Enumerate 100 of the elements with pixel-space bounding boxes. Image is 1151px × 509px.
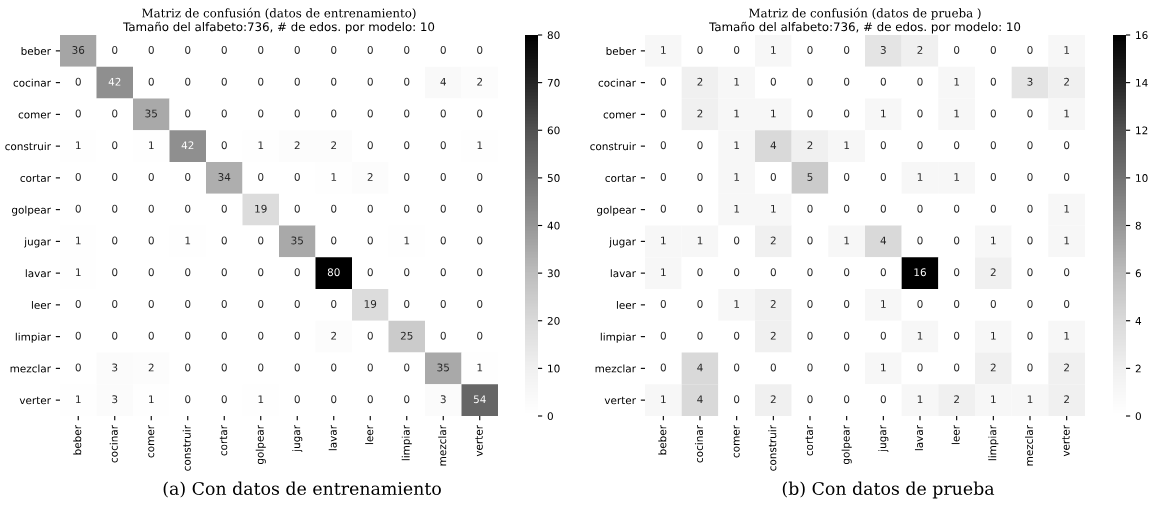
data-label: 1 bbox=[661, 236, 666, 245]
data-label: 0 bbox=[954, 331, 960, 340]
y-tick-label: golpear bbox=[596, 205, 636, 216]
x-tick-label: beber bbox=[658, 425, 667, 455]
color-bar-label: 80 bbox=[547, 31, 560, 40]
y-tick-label: beber bbox=[21, 46, 51, 55]
data-label: 1 bbox=[954, 77, 960, 86]
data-label: 0 bbox=[185, 204, 191, 213]
data-label: 0 bbox=[367, 236, 373, 245]
data-label: 0 bbox=[258, 236, 264, 245]
data-label: 0 bbox=[148, 268, 154, 277]
data-label: 0 bbox=[1027, 363, 1033, 372]
y-tick-label: leer bbox=[616, 300, 636, 309]
data-label: 0 bbox=[477, 331, 483, 340]
y-tick-label: jugar bbox=[24, 237, 51, 248]
data-label: 0 bbox=[148, 204, 154, 213]
data-label: 54 bbox=[473, 395, 486, 404]
data-label: 0 bbox=[734, 268, 740, 277]
data-label: 0 bbox=[807, 300, 813, 308]
data-label: 0 bbox=[112, 141, 118, 150]
data-label: 0 bbox=[734, 395, 740, 404]
data-label: 1 bbox=[954, 173, 960, 181]
data-label: 2 bbox=[954, 395, 959, 403]
data-label: 4 bbox=[880, 236, 887, 245]
data-label: 1 bbox=[1064, 109, 1070, 118]
x-tick-label: jugar bbox=[292, 425, 303, 452]
data-label: 0 bbox=[404, 141, 410, 150]
data-label: 1 bbox=[661, 395, 666, 403]
data-label: 0 bbox=[258, 331, 264, 340]
data-label: 1 bbox=[76, 236, 81, 245]
data-label: 1 bbox=[881, 300, 886, 308]
x-tick-label: jugar bbox=[878, 425, 889, 452]
data-label: 0 bbox=[660, 300, 666, 308]
data-label: 0 bbox=[1064, 268, 1070, 277]
data-label: 0 bbox=[770, 173, 776, 181]
data-label: 1 bbox=[697, 236, 703, 245]
data-label: 0 bbox=[258, 46, 264, 54]
data-label: 0 bbox=[807, 395, 813, 404]
data-label: 1 bbox=[1064, 46, 1070, 54]
data-label: 0 bbox=[807, 236, 813, 245]
data-label: 0 bbox=[185, 268, 191, 277]
data-label: 0 bbox=[807, 77, 813, 86]
data-label: 0 bbox=[404, 268, 410, 277]
y-tick-label: mezclar bbox=[595, 364, 636, 373]
data-label: 0 bbox=[1064, 173, 1070, 181]
data-label: 0 bbox=[367, 109, 373, 118]
data-label: 0 bbox=[807, 331, 813, 340]
data-label: 1 bbox=[991, 395, 996, 403]
data-label: 0 bbox=[221, 268, 227, 277]
color-bar-label: 0 bbox=[1135, 412, 1141, 421]
data-label: 35 bbox=[291, 236, 303, 245]
data-label: 0 bbox=[990, 77, 996, 86]
data-label: 0 bbox=[697, 46, 703, 54]
data-label: 0 bbox=[660, 109, 666, 118]
data-label: 0 bbox=[367, 141, 373, 150]
data-label: 0 bbox=[807, 204, 813, 213]
y-tick-label: beber bbox=[606, 46, 636, 55]
data-label: 0 bbox=[75, 109, 81, 118]
data-label: 2 bbox=[917, 46, 923, 54]
color-bar-label: 12 bbox=[1136, 126, 1148, 135]
data-label: 0 bbox=[880, 173, 886, 181]
data-label: 0 bbox=[1027, 236, 1033, 245]
text: (a) Con datos de entrenamiento bbox=[163, 481, 441, 498]
data-label: 0 bbox=[404, 46, 410, 54]
data-label: 0 bbox=[294, 395, 300, 404]
data-label: 16 bbox=[914, 268, 926, 277]
data-label: 0 bbox=[367, 46, 373, 54]
data-label: 0 bbox=[404, 173, 410, 181]
data-label: 0 bbox=[148, 77, 154, 86]
data-label: 0 bbox=[990, 141, 996, 150]
data-label: 0 bbox=[734, 331, 740, 340]
data-label: 2 bbox=[1064, 363, 1069, 372]
y-tick-label: cortar bbox=[605, 174, 636, 182]
data-label: 0 bbox=[221, 46, 227, 54]
data-label: 0 bbox=[917, 363, 923, 372]
data-label: 0 bbox=[844, 46, 850, 54]
data-label: 1 bbox=[881, 363, 886, 372]
data-label: 36 bbox=[72, 46, 85, 54]
data-label: 1 bbox=[149, 141, 154, 149]
data-label: 0 bbox=[221, 395, 227, 404]
data-label: 0 bbox=[294, 363, 300, 372]
data-label: 2 bbox=[331, 331, 337, 340]
data-label: 0 bbox=[294, 300, 300, 308]
y-tick-label: jugar bbox=[609, 237, 636, 248]
data-label: 2 bbox=[331, 141, 337, 149]
data-label: 0 bbox=[770, 268, 776, 277]
color-bar-label: 6 bbox=[1135, 269, 1141, 278]
data-label: 1 bbox=[1027, 395, 1033, 403]
data-label: 0 bbox=[367, 395, 373, 404]
data-label: 0 bbox=[221, 77, 227, 86]
data-label: 0 bbox=[440, 173, 446, 181]
y-tick-label: cocinar bbox=[13, 78, 51, 87]
data-label: 1 bbox=[771, 46, 776, 54]
data-label: 1 bbox=[76, 395, 81, 403]
color-bar-label: 50 bbox=[547, 174, 560, 182]
data-label: 0 bbox=[917, 300, 923, 308]
data-label: 0 bbox=[331, 77, 337, 86]
data-label: 0 bbox=[990, 109, 996, 118]
data-label: 0 bbox=[697, 331, 703, 340]
data-label: 0 bbox=[1027, 173, 1033, 181]
